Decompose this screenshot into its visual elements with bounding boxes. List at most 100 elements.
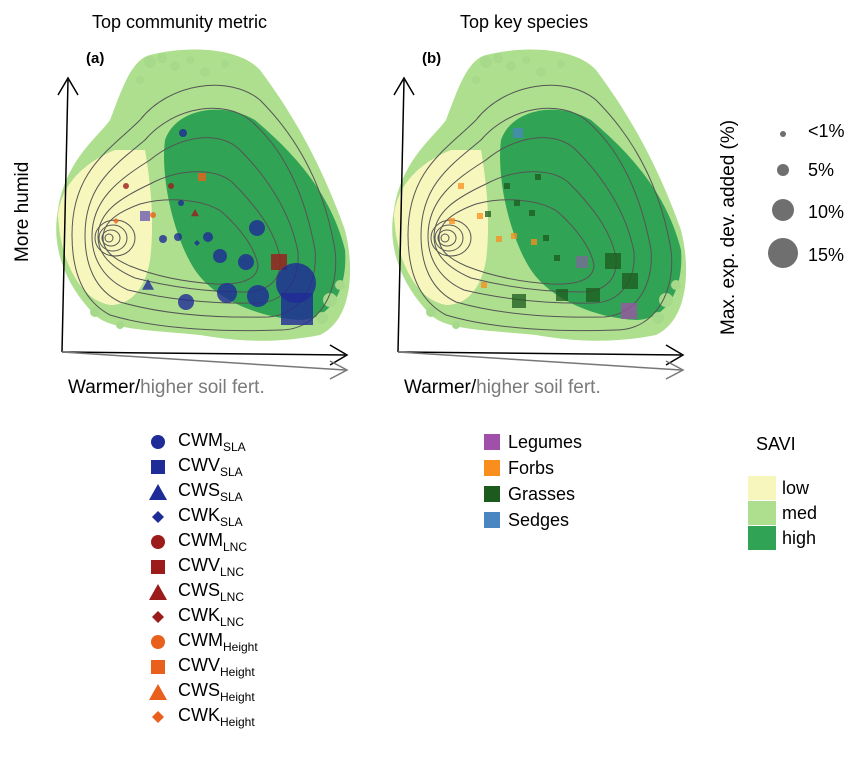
forbs-swatch-icon: [484, 460, 500, 476]
size-legend-item: 10%: [768, 199, 844, 226]
savi-med-swatch-icon: [748, 501, 776, 525]
panel-b-axes: [393, 76, 685, 380]
species-marker: [481, 282, 487, 288]
savi-legend-item: high: [748, 526, 816, 550]
metric-marker: [238, 254, 254, 270]
diamond-marker-icon: [152, 711, 164, 723]
species-marker: [514, 200, 520, 206]
species-marker: [622, 273, 638, 289]
size-legend-title: Max. exp. dev. added (%): [718, 119, 739, 335]
triangle-marker-icon: [149, 584, 167, 600]
y-axis-label: More humid: [12, 161, 33, 262]
metric-marker: [247, 285, 269, 307]
metric-legend-item: CWKSLA: [146, 505, 243, 529]
metric-legend-label: CWVSLA: [178, 455, 243, 479]
species-marker: [529, 210, 535, 216]
metric-legend-item: CWMLNC: [146, 530, 247, 554]
metric-marker: [179, 129, 187, 137]
species-marker: [477, 213, 483, 219]
metric-marker: [217, 283, 237, 303]
species-legend-label: Sedges: [508, 509, 570, 530]
size-dot-icon: [777, 164, 789, 176]
species-legend-label: Grasses: [508, 483, 576, 504]
metric-legend-item: CWSLNC: [146, 580, 244, 604]
metric-legend-label: CWMLNC: [178, 530, 247, 554]
size-legend-item: 5%: [768, 160, 834, 181]
metric-marker: [191, 209, 199, 217]
metric-legend-item: CWMHeight: [146, 630, 258, 654]
species-marker: [512, 294, 526, 308]
metric-legend-label: CWMHeight: [178, 630, 258, 654]
species-marker: [556, 289, 568, 301]
savi-legend-item: low: [748, 476, 809, 500]
metric-marker: [178, 294, 194, 310]
species-marker: [543, 235, 549, 241]
savi-legend-item: med: [748, 501, 817, 525]
square-marker-icon: [151, 460, 165, 474]
species-marker: [621, 303, 637, 319]
species-marker: [531, 239, 537, 245]
metric-legend-item: CWVHeight: [146, 655, 255, 679]
metric-marker: [174, 233, 182, 241]
species-marker: [605, 253, 621, 269]
metric-marker: [203, 232, 213, 242]
size-legend-label: 5%: [808, 160, 835, 180]
metric-marker: [113, 218, 119, 224]
metric-marker: [198, 173, 206, 181]
metric-legend-item: CWKLNC: [146, 605, 244, 629]
metric-legend-item: CWSHeight: [146, 680, 255, 704]
metric-legend-label: CWVLNC: [178, 555, 245, 579]
size-legend-item: <1%: [768, 121, 845, 142]
metric-legend-label: CWKLNC: [178, 605, 245, 629]
plots-canvas: [55, 49, 687, 380]
savi-legend-label: high: [782, 527, 817, 548]
metric-legend-label: CWSSLA: [178, 480, 243, 504]
metric-legend-label: CWVHeight: [178, 655, 255, 679]
species-marker: [449, 218, 455, 224]
metric-marker: [140, 211, 150, 221]
x-axis-label-soil: higher soil fert.: [140, 377, 265, 398]
size-legend-label: <1%: [808, 121, 845, 141]
panel-a-map: [55, 49, 351, 342]
metric-marker: [168, 183, 174, 189]
metric-marker: [249, 220, 265, 236]
x-axis-label-b: Warmer/higher soil fert.: [404, 377, 601, 399]
metric-legend-label: CWSHeight: [178, 680, 255, 704]
species-marker: [485, 211, 491, 217]
diamond-marker-icon: [152, 611, 164, 623]
circle-marker-icon: [151, 535, 165, 549]
size-dot-icon: [772, 199, 794, 221]
species-legend-item: Grasses: [484, 482, 575, 506]
metric-marker: [159, 235, 167, 243]
x-axis-label-a: Warmer/higher soil fert.: [68, 377, 265, 399]
panel-a-title: Top community metric: [92, 12, 268, 32]
metric-legend-item: CWVSLA: [146, 455, 243, 479]
species-legend-item: Forbs: [484, 456, 554, 480]
metric-marker: [178, 200, 184, 206]
metric-legend-item: CWMSLA: [146, 430, 246, 454]
metric-marker: [281, 293, 313, 325]
panel-b-map: [391, 49, 687, 342]
species-marker: [504, 183, 510, 189]
metric-legend-label: CWKSLA: [178, 505, 243, 529]
species-marker: [576, 256, 588, 268]
species-legend-item: Legumes: [484, 430, 582, 454]
x-axis-label-warm: Warmer/: [68, 377, 141, 398]
savi-low-swatch-icon: [748, 476, 776, 500]
species-legend-item: Sedges: [484, 508, 569, 532]
species-marker: [586, 288, 600, 302]
x-axis-label-soil: higher soil fert.: [476, 377, 601, 398]
metric-legend-label: CWMSLA: [178, 430, 246, 454]
panel-a-tag: (a): [86, 50, 105, 67]
metric-legend-label: CWSLNC: [178, 580, 245, 604]
species-marker: [496, 236, 502, 242]
metric-marker: [150, 212, 156, 218]
panel-a-axes: [57, 76, 349, 380]
size-legend-label: 10%: [808, 202, 845, 222]
x-axis-label-warm: Warmer/: [404, 377, 477, 398]
species-legend-label: Forbs: [508, 457, 555, 478]
savi-legend-label: med: [782, 502, 818, 523]
triangle-marker-icon: [149, 484, 167, 500]
species-legend-label: Legumes: [508, 431, 583, 452]
